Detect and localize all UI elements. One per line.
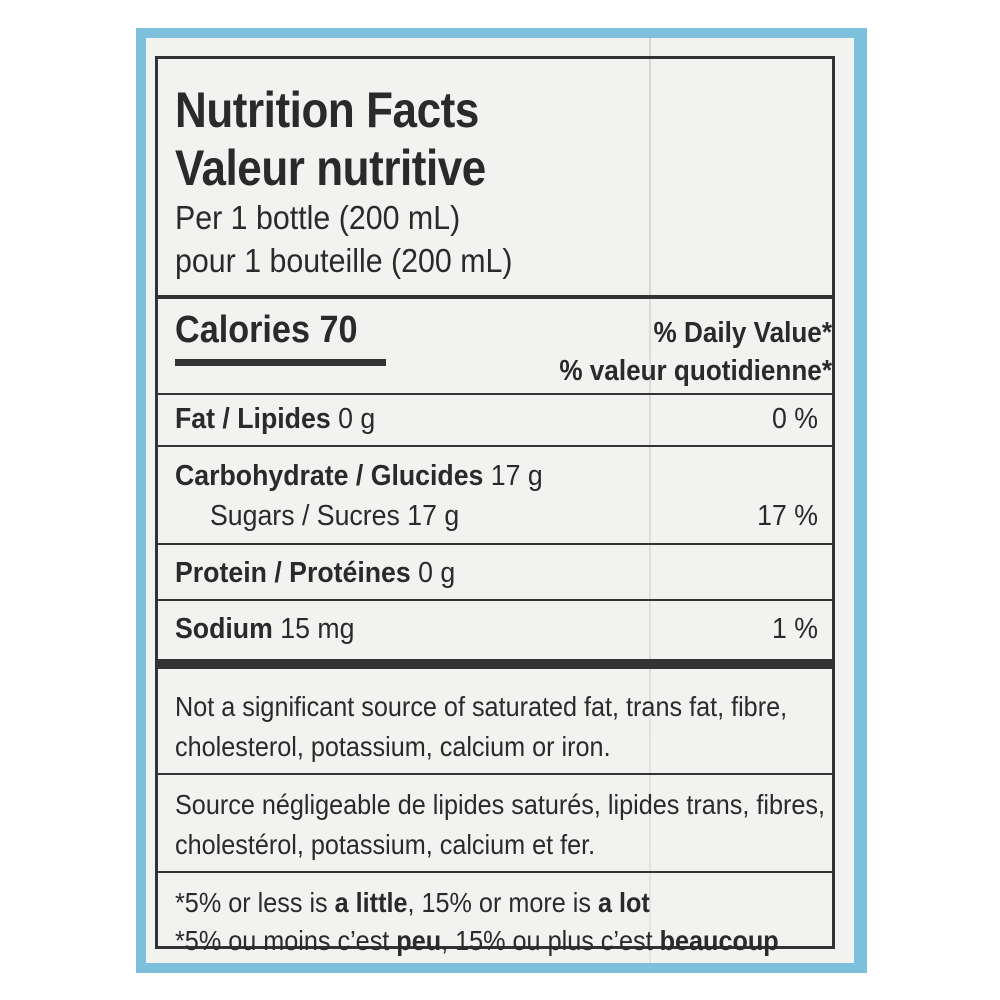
divider-thick	[158, 659, 832, 669]
nutrient-amount: 0 g	[338, 403, 376, 435]
serving-size-en: Per 1 bottle (200 mL)	[175, 199, 461, 236]
title-fr: Valeur nutritive	[175, 140, 486, 196]
nutrient-percent-fat: 0 %	[772, 403, 818, 435]
nutrient-name: Protein / Protéines	[175, 557, 411, 589]
not-significant-fr-line2: cholestérol, potassium, calcium et fer.	[175, 829, 596, 860]
not-significant-en-line1: Not a significant source of saturated fa…	[175, 691, 788, 722]
daily-value-fr: % valeur quotidienne*	[559, 355, 832, 387]
divider-fat	[158, 445, 832, 447]
nutrient-row-sodium: Sodium 15 mg	[175, 615, 354, 644]
nutrient-amount: 17 g	[490, 460, 543, 492]
divider-dv	[158, 393, 832, 395]
nutrient-percent-sugars: 17 %	[757, 500, 818, 532]
not-significant-en-line2: cholesterol, potassium, calcium or iron.	[175, 731, 611, 762]
nutrient-amount: 15 mg	[280, 613, 355, 645]
nutrient-amount: 17 g	[407, 500, 460, 532]
nutrient-row-sugars: Sugars / Sucres 17 g	[210, 502, 459, 531]
serving-size-fr: pour 1 bouteille (200 mL)	[175, 242, 513, 279]
nutrient-row-protein: Protein / Protéines 0 g	[175, 559, 455, 588]
nutrient-percent-sodium: 1 %	[772, 613, 818, 645]
calories-row: Calories 70	[175, 311, 358, 349]
daily-value-en: % Daily Value*	[653, 317, 832, 349]
calories-underline	[175, 359, 386, 366]
nutrient-name: Fat / Lipides	[175, 403, 331, 435]
calories-label: Calories	[175, 309, 310, 351]
nutrient-row-fat: Fat / Lipides 0 g	[175, 405, 375, 434]
nutrient-name: Sodium	[175, 613, 273, 645]
divider-footnote	[158, 871, 832, 873]
nutrient-amount: 0 g	[418, 557, 456, 589]
nutrition-facts-panel: Nutrition Facts Valeur nutritive Per 1 b…	[155, 56, 835, 955]
nutrient-row-carbohydrate: Carbohydrate / Glucides 17 g	[175, 462, 543, 491]
nutrient-name: Carbohydrate / Glucides	[175, 460, 484, 492]
nutrient-name: Sugars / Sucres	[210, 500, 400, 532]
not-significant-fr-line1: Source négligeable de lipides saturés, l…	[175, 789, 825, 820]
divider-notes	[158, 773, 832, 775]
paper-fold-crease	[649, 38, 651, 963]
divider-serving	[158, 295, 832, 299]
footnote-en: *5% or less is a little, 15% or more is …	[175, 887, 650, 918]
divider-protein	[158, 599, 832, 601]
footnote-fr: *5% ou moins c’est peu, 15% ou plus c’es…	[175, 925, 779, 956]
title-en: Nutrition Facts	[175, 82, 479, 138]
divider-carbohydrate	[158, 543, 832, 545]
calories-value: 70	[319, 309, 358, 351]
nutrition-label: Nutrition Facts Valeur nutritive Per 1 b…	[146, 38, 854, 963]
